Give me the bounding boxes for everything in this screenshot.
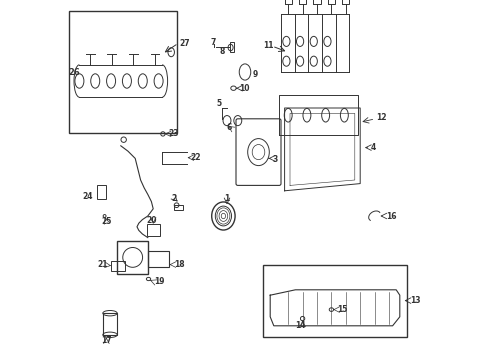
Text: 16: 16 — [387, 212, 397, 221]
Bar — [98, 185, 106, 199]
Text: 3: 3 — [272, 155, 278, 163]
Text: 18: 18 — [174, 260, 184, 269]
Bar — [328, 0, 335, 4]
Text: 25: 25 — [101, 217, 111, 225]
Text: 19: 19 — [154, 277, 165, 286]
Bar — [103, 313, 117, 335]
Bar — [147, 224, 160, 236]
Text: 12: 12 — [376, 112, 387, 122]
Bar — [230, 42, 234, 52]
Bar — [117, 241, 148, 274]
Text: 20: 20 — [146, 216, 157, 225]
Text: 11: 11 — [263, 41, 273, 50]
Text: 23: 23 — [169, 130, 179, 139]
Bar — [174, 205, 183, 210]
Text: 6: 6 — [226, 123, 232, 132]
Text: 13: 13 — [411, 296, 421, 305]
Bar — [69, 11, 176, 133]
Bar — [111, 261, 125, 271]
Text: 14: 14 — [295, 321, 306, 330]
Text: 22: 22 — [190, 153, 201, 162]
Text: 24: 24 — [83, 192, 93, 201]
Bar — [263, 265, 407, 337]
Text: 4: 4 — [371, 143, 376, 152]
Text: 5: 5 — [217, 99, 221, 108]
Text: 10: 10 — [239, 84, 250, 93]
Bar — [299, 0, 306, 4]
Bar — [342, 0, 349, 4]
Text: 1: 1 — [224, 194, 230, 203]
Text: 9: 9 — [252, 71, 257, 80]
Text: 17: 17 — [101, 336, 112, 345]
Bar — [148, 251, 169, 267]
Bar — [314, 0, 320, 4]
Text: 7: 7 — [211, 38, 217, 47]
Text: 26: 26 — [68, 68, 80, 77]
Text: 2: 2 — [171, 194, 176, 202]
Text: 15: 15 — [337, 305, 347, 314]
Bar — [285, 0, 292, 4]
Text: 21: 21 — [97, 260, 107, 269]
Text: 8: 8 — [220, 47, 225, 56]
Text: 27: 27 — [179, 39, 190, 48]
